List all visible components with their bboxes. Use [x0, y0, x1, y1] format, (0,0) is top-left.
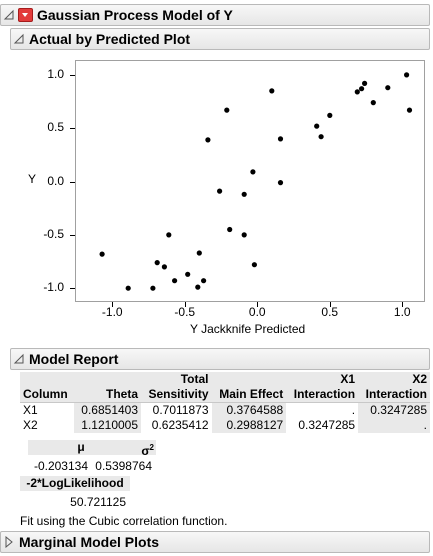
data-point	[370, 100, 376, 106]
main-effect-header: Main Effect	[211, 372, 287, 403]
y-axis-label: Y	[28, 172, 37, 186]
x-tick-label: 1.0	[393, 305, 411, 319]
data-point	[99, 251, 105, 257]
model-report-table: Column Theta Total Sensitivity Main Effec…	[20, 372, 430, 433]
section-title: Model Report	[29, 351, 119, 367]
plot-frame	[75, 60, 425, 302]
x-tick-label: 0.0	[248, 305, 266, 319]
y-tick-mark	[70, 182, 75, 183]
section-title: Actual by Predicted Plot	[29, 31, 191, 47]
data-point	[241, 232, 247, 238]
sigma-squared-label: σ2	[134, 440, 156, 458]
data-point	[224, 107, 230, 113]
data-point	[217, 188, 223, 194]
data-point	[241, 191, 247, 197]
y-tick-label: -1.0	[43, 280, 64, 295]
x-tick-label: -0.5	[174, 305, 196, 319]
loglikelihood-label: -2*LogLikelihood	[20, 476, 130, 491]
data-point	[318, 134, 324, 140]
x-tick-mark	[112, 302, 113, 307]
total-sensitivity-header: Total Sensitivity	[141, 372, 212, 403]
data-point	[185, 271, 191, 277]
y-tick-label: 0.0	[47, 173, 64, 188]
table-header-row: Column Theta Total Sensitivity Main Effec…	[20, 372, 430, 403]
mu-value: -0.203134	[33, 459, 88, 473]
column-header: Column	[20, 372, 75, 403]
y-tick-label: 1.0	[47, 66, 64, 81]
data-point	[172, 278, 178, 284]
marginal-model-plots-header: Marginal Model Plots	[0, 531, 430, 553]
y-tick-label: 0.5	[47, 120, 64, 135]
y-tick-mark	[70, 235, 75, 236]
x-tick-mark	[257, 302, 258, 307]
y-tick-mark	[70, 75, 75, 76]
data-point	[354, 89, 360, 95]
red-triangle-menu-icon[interactable]	[18, 8, 33, 22]
x-tick-label: 0.5	[321, 305, 339, 319]
table-row: X2 1.1210005 0.6235412 0.2988127 0.32472…	[20, 418, 430, 433]
sigma-squared-value: 0.5398764	[95, 459, 152, 473]
data-point	[196, 250, 202, 256]
data-point	[362, 80, 368, 86]
data-point	[166, 232, 172, 238]
data-point	[404, 72, 410, 78]
y-tick-mark	[70, 288, 75, 289]
theta-header: Theta	[74, 372, 142, 403]
collapse-triangle-icon[interactable]	[3, 9, 15, 21]
data-point	[161, 264, 167, 270]
x-tick-mark	[402, 302, 403, 307]
actual-by-predicted-header: Actual by Predicted Plot	[10, 28, 430, 50]
x-tick-label: -1.0	[101, 305, 123, 319]
model-report-header: Model Report	[10, 348, 430, 370]
data-point	[277, 180, 284, 186]
mu-label: μ	[28, 440, 134, 455]
y-tick-label: -0.5	[43, 226, 64, 241]
data-point	[327, 112, 333, 118]
data-point	[154, 260, 160, 266]
data-point	[205, 137, 211, 143]
data-point	[269, 88, 275, 94]
x2-interaction-header: X2 Interaction	[358, 372, 430, 403]
loglikelihood-value: 50.721125	[70, 495, 126, 509]
collapse-triangle-icon[interactable]	[13, 353, 25, 365]
gp-model-header: Gaussian Process Model of Y	[0, 4, 430, 26]
correlation-note: Fit using the Cubic correlation function…	[20, 514, 228, 528]
x1-interaction-header: X1 Interaction	[286, 372, 359, 403]
section-title: Marginal Model Plots	[19, 534, 160, 550]
scatter-plot	[99, 72, 413, 291]
data-point	[195, 284, 201, 290]
x-axis-label: Y Jackknife Predicted	[190, 322, 306, 336]
data-point	[150, 285, 156, 291]
y-tick-mark	[70, 128, 75, 129]
data-point	[201, 278, 207, 284]
data-point	[359, 86, 365, 92]
table-row: X1 0.6851403 0.7011873 0.3764588 . 0.324…	[20, 402, 430, 418]
data-point	[385, 85, 391, 91]
report-title: Gaussian Process Model of Y	[37, 7, 233, 23]
data-point	[314, 123, 320, 129]
data-point	[277, 136, 284, 142]
collapse-triangle-icon[interactable]	[13, 33, 25, 45]
data-point	[125, 285, 131, 291]
data-point	[227, 226, 233, 233]
data-point	[250, 169, 256, 175]
expand-triangle-icon[interactable]	[3, 536, 15, 548]
data-point	[406, 107, 413, 113]
data-point	[251, 262, 257, 268]
x-tick-mark	[185, 302, 186, 307]
x-tick-mark	[330, 302, 331, 307]
